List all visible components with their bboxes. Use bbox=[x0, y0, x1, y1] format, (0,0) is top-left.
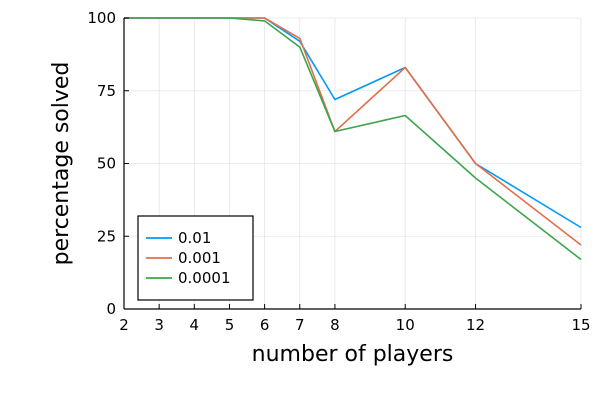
legend-label-2: 0.0001 bbox=[178, 269, 231, 287]
series-line-1 bbox=[124, 17, 582, 246]
x-tick-label: 2 bbox=[119, 316, 129, 334]
legend-label-0: 0.01 bbox=[178, 229, 211, 247]
tick-labels: 2 3 4 5 6 7 8 10 12 15 0 25 50 75 100 bbox=[87, 9, 590, 334]
series-lines bbox=[124, 17, 582, 261]
y-axis-title: percentage solved bbox=[49, 62, 74, 266]
x-axis-title: number of players bbox=[252, 342, 454, 367]
legend-label-1: 0.001 bbox=[178, 249, 221, 267]
x-tick-label: 4 bbox=[190, 316, 200, 334]
x-tick-label: 6 bbox=[260, 316, 270, 334]
x-tick-label: 3 bbox=[154, 316, 164, 334]
x-tick-label: 7 bbox=[295, 316, 305, 334]
x-tick-label: 15 bbox=[571, 316, 590, 334]
x-tick-label: 10 bbox=[396, 316, 415, 334]
x-tick-label: 8 bbox=[330, 316, 340, 334]
y-tick-label: 0 bbox=[106, 300, 116, 318]
series-line-2 bbox=[124, 17, 582, 261]
y-tick-label: 75 bbox=[97, 82, 116, 100]
y-tick-label: 100 bbox=[87, 9, 116, 27]
y-tick-label: 25 bbox=[97, 227, 116, 245]
series-line-0 bbox=[124, 17, 582, 229]
x-tick-label: 12 bbox=[466, 316, 485, 334]
y-tick-label: 50 bbox=[97, 155, 116, 173]
x-tick-label: 5 bbox=[225, 316, 235, 334]
axes bbox=[123, 17, 582, 310]
legend: 0.01 0.001 0.0001 bbox=[137, 215, 254, 301]
